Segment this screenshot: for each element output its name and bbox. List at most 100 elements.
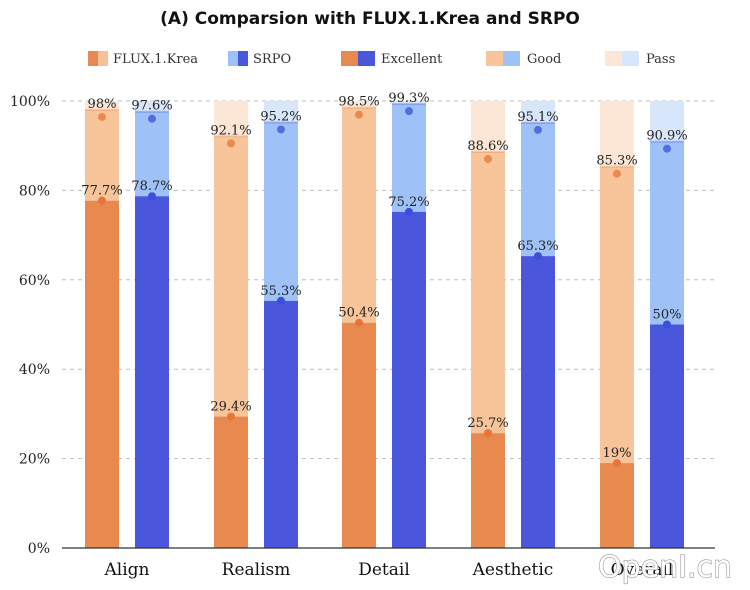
bar-segment-excellent — [600, 463, 634, 548]
data-label-excellent: 77.7% — [81, 184, 122, 199]
legend-swatch-flux-left — [88, 51, 98, 66]
bar-segment-excellent — [650, 324, 684, 548]
excellent-marker — [148, 192, 156, 201]
data-label-good: 92.1% — [210, 123, 251, 138]
watermark: OpenI.cn — [598, 550, 732, 585]
data-label-excellent: 55.3% — [260, 284, 301, 299]
bar-segment-good — [264, 122, 298, 301]
bar-segment-pass — [135, 101, 169, 112]
good-marker — [663, 144, 671, 153]
legend-swatch-good-flux — [486, 51, 503, 66]
data-label-excellent: 75.2% — [388, 195, 429, 210]
bars — [85, 101, 684, 548]
data-label-excellent: 65.3% — [517, 239, 558, 254]
legend-swatch-flux-right — [98, 51, 108, 66]
data-label-good: 95.1% — [517, 110, 558, 125]
good-marker — [98, 112, 106, 121]
data-label-good: 98% — [88, 97, 117, 112]
good-marker — [405, 107, 413, 116]
data-label-excellent: 29.4% — [210, 400, 251, 415]
bar-segment-excellent — [521, 256, 555, 548]
good-marker — [534, 125, 542, 134]
bar-segment-good — [214, 136, 248, 417]
bar-segment-pass — [214, 101, 248, 137]
bar-segment-pass — [650, 101, 684, 142]
data-label-excellent: 50% — [653, 308, 682, 323]
legend-swatch-srpo-right — [238, 51, 248, 66]
excellent-marker — [484, 429, 492, 438]
good-marker — [277, 125, 285, 134]
bar-segment-pass — [600, 101, 634, 167]
good-marker — [227, 139, 235, 148]
data-label-good: 90.9% — [646, 129, 687, 144]
bar-segment-pass — [85, 101, 119, 110]
data-labels: 77.7% 98% 78.7% 97.6% 29.4% 92.1% 55.3% 95.2% 50… — [81, 91, 688, 468]
x-category-label: Detail — [358, 560, 410, 580]
bar-segment-excellent — [85, 200, 119, 548]
legend-swatch-pass-srpo — [622, 51, 639, 66]
y-tick-label: 0% — [28, 541, 50, 557]
legend-label-flux: FLUX.1.Krea — [113, 52, 198, 67]
bar-segment-pass — [471, 101, 505, 152]
excellent-marker — [277, 296, 285, 305]
bar-segment-excellent — [471, 433, 505, 548]
bar-segment-pass — [342, 101, 376, 108]
bar-segment-good — [85, 109, 119, 201]
legend-label-pass: Pass — [646, 52, 675, 67]
bar-segment-good — [471, 151, 505, 434]
bar-segment-good — [392, 104, 426, 212]
bar-segment-pass — [521, 101, 555, 123]
excellent-marker — [355, 318, 363, 327]
bar-segment-pass — [392, 101, 426, 105]
bar-segment-excellent — [214, 416, 248, 548]
good-marker — [613, 169, 621, 178]
legend-swatch-excellent-srpo — [358, 51, 375, 66]
y-tick-label: 20% — [19, 452, 50, 468]
legend-swatch-srpo-left — [228, 51, 238, 66]
legend-swatch-good-srpo — [503, 51, 520, 66]
excellent-marker — [613, 459, 621, 468]
good-marker — [484, 154, 492, 163]
data-label-excellent: 78.7% — [131, 179, 172, 194]
x-category-label: Align — [104, 560, 150, 580]
bar-segment-good — [342, 107, 376, 323]
legend-label-srpo: SRPO — [253, 52, 291, 67]
bar-segment-excellent — [392, 211, 426, 548]
data-label-good: 95.2% — [260, 109, 301, 124]
bar-segment-pass — [264, 101, 298, 123]
bar-segment-good — [600, 166, 634, 464]
excellent-marker — [663, 320, 671, 329]
legend-swatch-excellent-flux — [341, 51, 358, 66]
x-category-label: Realism — [222, 560, 291, 580]
data-label-good: 99.3% — [388, 91, 429, 106]
x-category-label: Overall — [611, 560, 674, 580]
bar-segment-good — [521, 122, 555, 257]
data-label-good: 97.6% — [131, 99, 172, 114]
y-axis: 0% 20% 40% 60% 80% 100% — [10, 94, 50, 557]
y-tick-label: 60% — [19, 273, 50, 289]
chart-title: (A) Comparsion with FLUX.1.Krea and SRPO — [160, 9, 580, 29]
legend-label-excellent: Excellent — [381, 52, 443, 67]
good-marker — [148, 114, 156, 123]
excellent-marker — [98, 196, 106, 205]
bar-segment-excellent — [342, 322, 376, 548]
y-tick-label: 80% — [19, 183, 50, 199]
bar-segment-excellent — [264, 300, 298, 548]
bar-segment-good — [650, 141, 684, 325]
y-tick-label: 40% — [19, 362, 50, 378]
excellent-marker — [405, 207, 413, 216]
data-label-good: 85.3% — [596, 154, 637, 169]
excellent-marker — [227, 412, 235, 421]
legend-swatch-pass-flux — [605, 51, 622, 66]
data-label-excellent: 25.7% — [467, 416, 508, 431]
data-label-good: 88.6% — [467, 139, 508, 154]
excellent-marker — [534, 252, 542, 261]
data-label-good: 98.5% — [338, 95, 379, 110]
x-axis: Align Realism Detail Aesthetic Overall — [62, 547, 715, 580]
x-category-label: Aesthetic — [472, 560, 554, 580]
y-tick-label: 100% — [10, 94, 50, 110]
data-label-excellent: 50.4% — [338, 306, 379, 321]
legend-label-good: Good — [527, 52, 561, 67]
good-marker — [355, 110, 363, 119]
